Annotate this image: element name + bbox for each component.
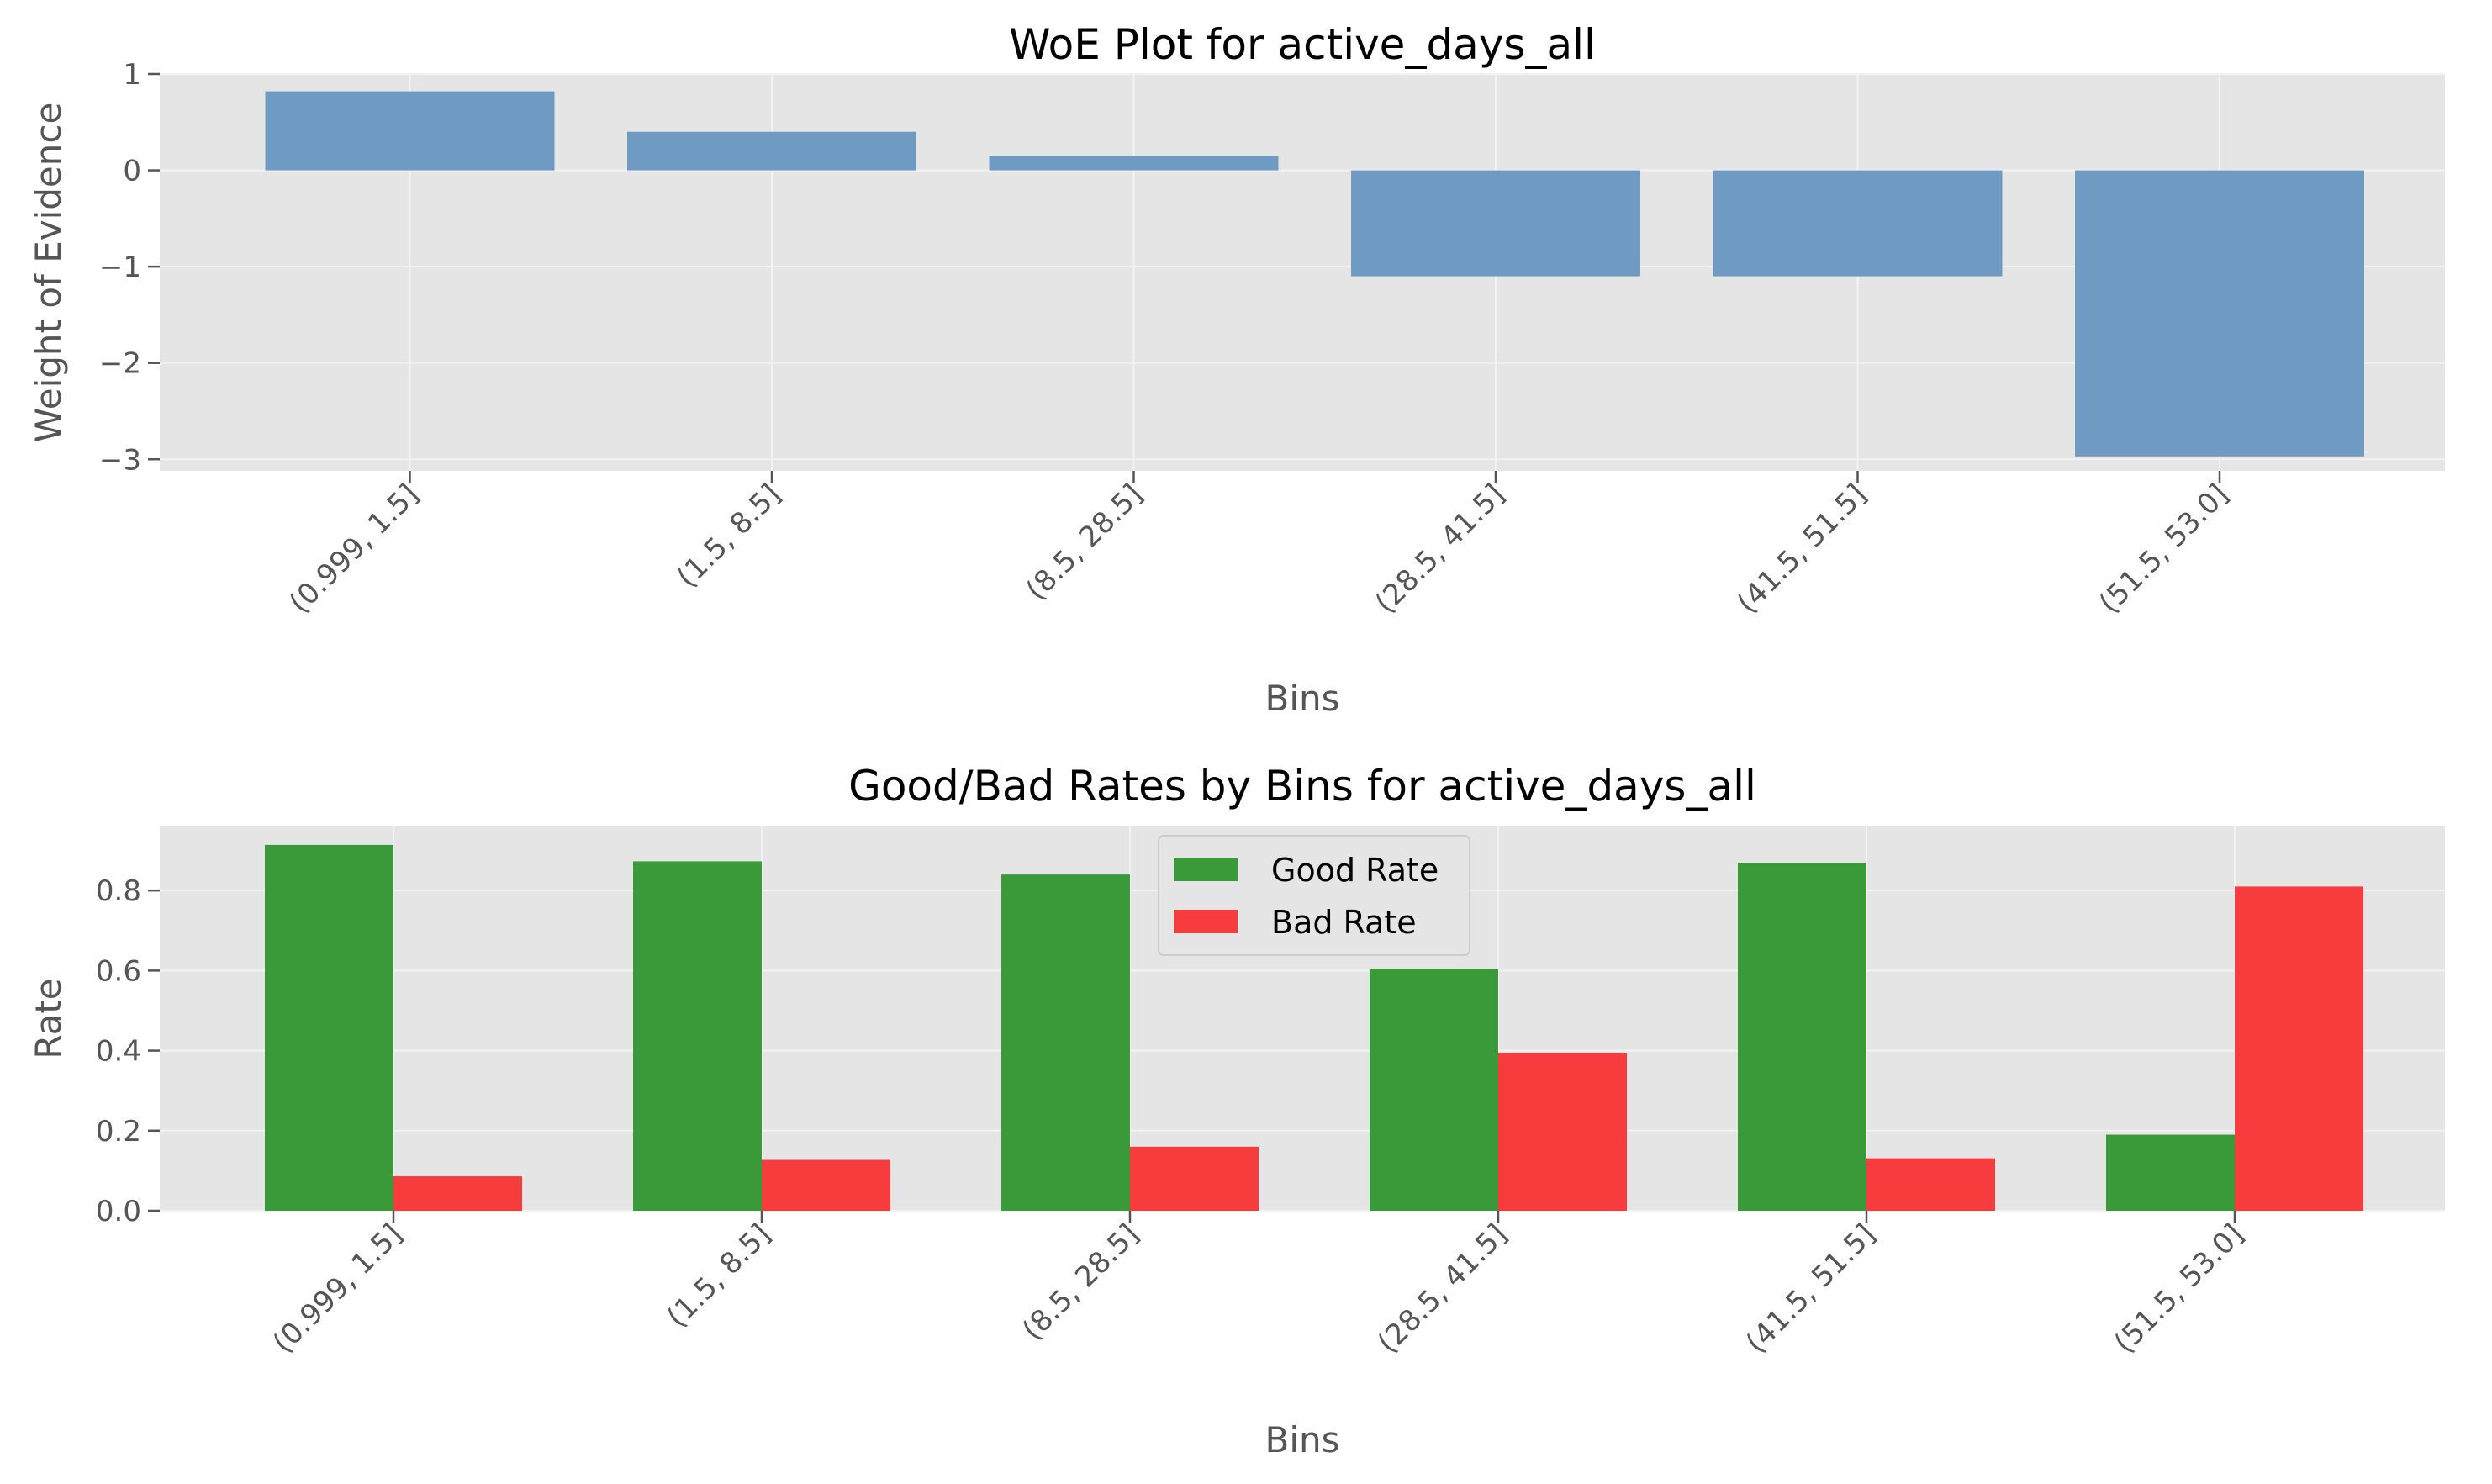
rates-x-axis: (0.999, 1.5] (1.5, 8.5] (8.5, 28.5] (28.5, … [267,1211,2250,1360]
woe-x-axis-label: Bins [1265,678,1340,719]
legend-label-bad-rate: Bad Rate [1271,904,1417,941]
y-tick-label: 0.0 [96,1195,141,1228]
good-rate-bar-0-999-1-5 [265,844,393,1211]
rates-chart-title: Good/Bad Rates by Bins for active_days_a… [848,762,1756,811]
bad-rate-bar-8-5-28-5 [1130,1146,1259,1211]
woe-chart-title: WoE Plot for active_days_all [1009,20,1596,69]
x-tick-label-8-5-28-5: (8.5, 28.5] [1020,478,1149,607]
woe-bar-1-5-8-5 [627,131,916,171]
y-tick-label: −1 [99,251,141,284]
rates-y-axis: 0.0 0.2 0.4 0.6 0.8 [96,874,160,1228]
good-rate-bar-1-5-8-5 [633,861,762,1211]
bad-rate-bar-51-5-53-0 [2235,886,2363,1211]
y-tick-label: 0.2 [96,1115,141,1149]
rates-bars [265,844,2363,1211]
good-rate-bar-28-5-41-5 [1370,968,1498,1211]
woe-x-axis: (0.999, 1.5] (1.5, 8.5] (8.5, 28.5] (28.5, … [282,471,2235,620]
legend: Good Rate Bad Rate [1158,835,1470,956]
legend-swatch-good-rate [1174,858,1238,881]
woe-y-axis: 1 0 −1 −2 −3 [99,58,160,477]
good-rate-bar-41-5-51-5 [1738,863,1866,1211]
woe-y-axis-label: Weight of Evidence [28,103,69,443]
good-rate-bar-8-5-28-5 [1001,874,1130,1211]
bad-rate-bar-41-5-51-5 [1866,1158,1995,1211]
x-tick-label-51-5-53-0: (51.5, 53.0] [2093,478,2235,620]
woe-chart: 1 0 −1 −2 −3 (0.999, 1.5] (1.5, 8.5] (8.5, 28.… [28,20,2445,719]
x-tick-label-28-5-41-5: (28.5, 41.5] [1371,1217,1513,1360]
y-tick-label: 0.6 [96,954,141,988]
x-tick-label-0-999-1-5: (0.999, 1.5] [267,1217,409,1360]
bad-rate-bar-28-5-41-5 [1498,1052,1627,1211]
good-rate-bar-51-5-53-0 [2106,1134,2235,1211]
rates-chart: 0.0 0.2 0.4 0.6 0.8 (0.999, 1.5] (1.5, 8.5] (8… [28,762,2445,1460]
woe-bar-0-999-1-5 [265,91,555,171]
woe-bar-51-5-53-0 [2075,170,2364,457]
woe-bars [265,91,2364,457]
y-tick-label: 0.4 [96,1035,141,1069]
legend-label-good-rate: Good Rate [1271,852,1439,889]
rates-x-axis-label: Bins [1265,1419,1340,1460]
woe-bar-28-5-41-5 [1351,170,1640,277]
woe-bar-8-5-28-5 [989,156,1279,171]
legend-swatch-bad-rate [1174,910,1238,933]
y-tick-label: 0.8 [96,874,141,908]
y-tick-label: 1 [123,58,141,92]
x-tick-label-8-5-28-5: (8.5, 28.5] [1016,1217,1145,1347]
x-tick-label-28-5-41-5: (28.5, 41.5] [1369,478,1511,620]
x-tick-label-1-5-8-5: (1.5, 8.5] [661,1217,778,1334]
y-tick-label: −2 [99,347,141,381]
rates-y-axis-label: Rate [28,978,69,1059]
y-tick-label: −3 [99,443,141,477]
y-tick-label: 0 [123,155,141,188]
x-tick-label-0-999-1-5: (0.999, 1.5] [282,478,425,620]
bad-rate-bar-1-5-8-5 [762,1159,890,1211]
x-tick-label-41-5-51-5: (41.5, 51.5] [1730,478,1872,620]
woe-bar-41-5-51-5 [1713,170,2003,277]
x-tick-label-41-5-51-5: (41.5, 51.5] [1740,1217,1882,1360]
x-tick-label-1-5-8-5: (1.5, 8.5] [671,478,788,594]
bad-rate-bar-0-999-1-5 [393,1176,522,1211]
x-tick-label-51-5-53-0: (51.5, 53.0] [2108,1217,2250,1360]
